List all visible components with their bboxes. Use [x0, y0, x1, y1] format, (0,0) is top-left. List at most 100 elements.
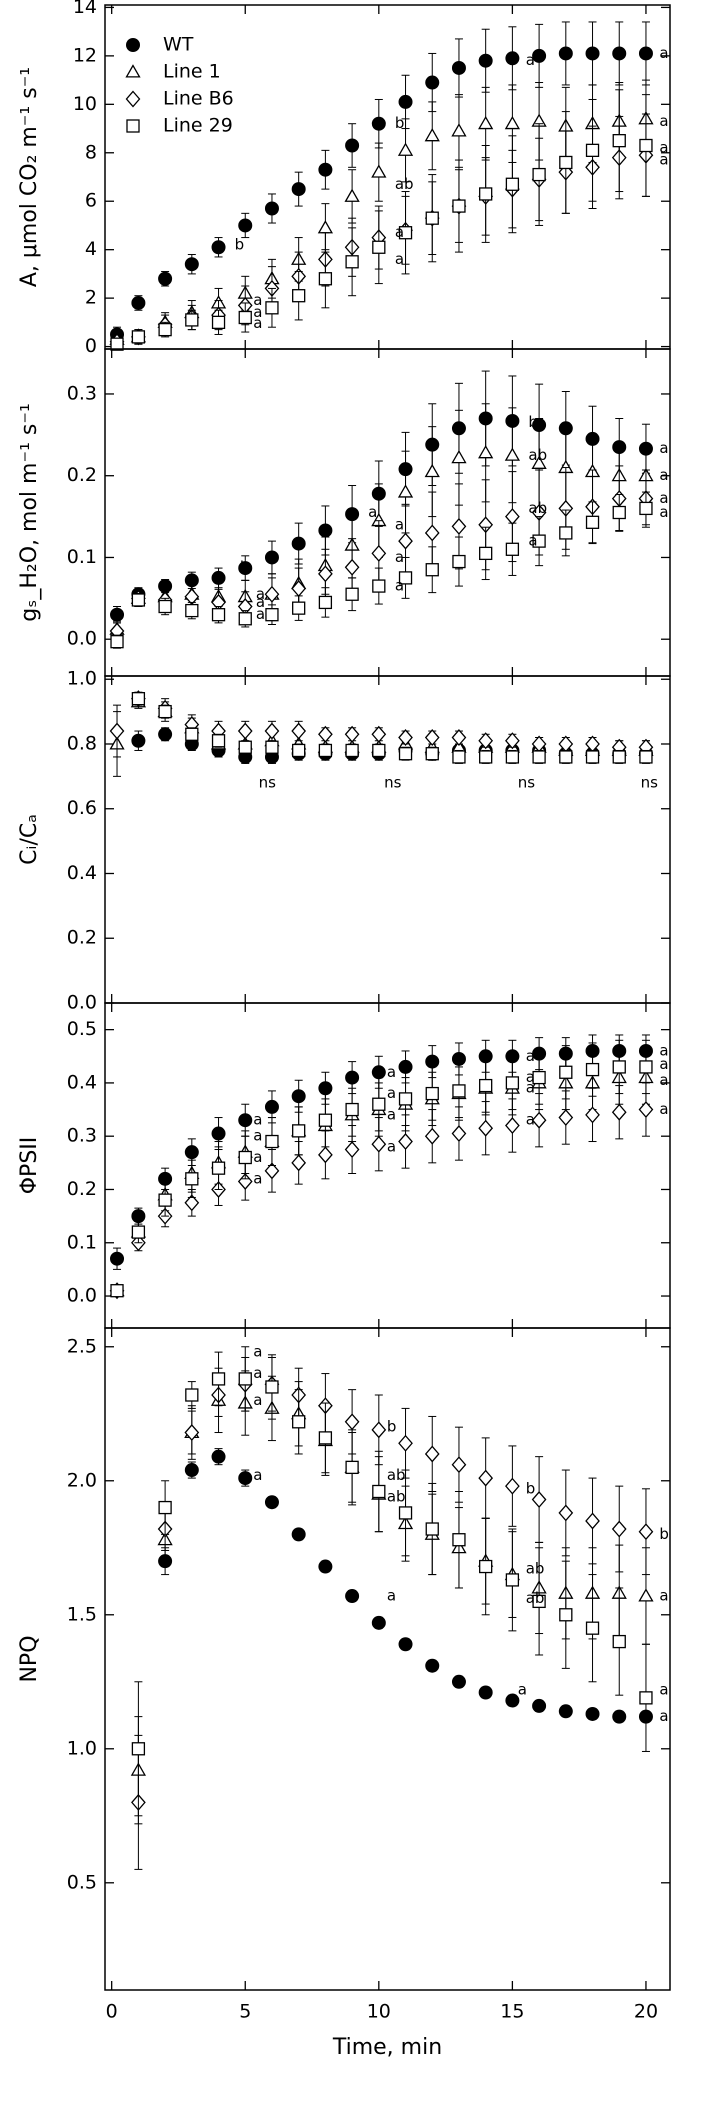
- annotation: a: [659, 1071, 668, 1089]
- marker: [505, 732, 520, 750]
- y-tick-label: 1.0: [67, 668, 97, 690]
- marker: [292, 1415, 306, 1429]
- marker: [372, 1097, 386, 1111]
- y-tick-label: 0.0: [67, 1285, 97, 1307]
- marker: [264, 1495, 279, 1510]
- marker: [638, 1523, 654, 1541]
- y-tick-label: 0.2: [67, 464, 97, 486]
- y-tick-label: 0.8: [67, 732, 97, 754]
- marker: [531, 1491, 547, 1509]
- annotation: ns: [384, 773, 402, 791]
- y-axis-label: gₛ_H₂O, mol m⁻¹ s⁻¹: [17, 403, 42, 622]
- marker: [639, 1060, 653, 1074]
- marker: [185, 603, 199, 618]
- marker: [158, 271, 173, 286]
- y-tick-label: 2.0: [67, 1469, 97, 1491]
- legend-marker: [126, 119, 140, 133]
- marker: [398, 226, 413, 240]
- marker: [505, 750, 520, 764]
- annotation: b: [395, 114, 405, 132]
- marker: [451, 1674, 466, 1689]
- legend-label: WT: [163, 34, 194, 56]
- marker: [292, 289, 306, 303]
- marker: [238, 310, 252, 325]
- annotation: ab: [387, 1466, 406, 1484]
- marker: [265, 1134, 279, 1149]
- y-tick-label: 0.2: [67, 927, 97, 949]
- annotation: a: [256, 593, 265, 611]
- marker: [371, 1135, 387, 1153]
- marker: [318, 565, 333, 583]
- marker: [398, 1059, 413, 1074]
- marker: [505, 177, 520, 191]
- marker: [345, 255, 359, 269]
- marker: [397, 484, 414, 498]
- annotation: a: [395, 250, 404, 268]
- marker: [425, 563, 439, 577]
- marker: [558, 1109, 574, 1127]
- marker: [110, 607, 125, 622]
- marker: [345, 1102, 359, 1117]
- marker: [478, 115, 494, 130]
- annotation: b: [528, 413, 538, 431]
- annotation: a: [395, 515, 404, 533]
- annotation: a: [256, 605, 265, 623]
- marker: [184, 1463, 199, 1478]
- annotation: a: [659, 1587, 668, 1605]
- marker: [211, 608, 226, 622]
- marker: [425, 1054, 440, 1069]
- marker: [559, 750, 573, 764]
- marker: [372, 1484, 386, 1499]
- marker: [397, 142, 414, 156]
- marker: [344, 1413, 360, 1431]
- marker: [110, 337, 124, 351]
- marker: [585, 143, 600, 158]
- marker: [478, 732, 494, 750]
- y-axis-label: Cᵢ/Cₐ: [17, 814, 42, 865]
- marker: [318, 743, 333, 758]
- marker: [425, 75, 440, 90]
- annotation: a: [395, 223, 404, 241]
- marker: [265, 608, 279, 622]
- marker: [611, 1520, 627, 1538]
- annotation: b: [659, 1525, 669, 1543]
- marker: [110, 1251, 125, 1266]
- marker: [505, 1076, 520, 1090]
- marker: [345, 587, 359, 601]
- annotation: a: [253, 1391, 262, 1409]
- marker: [532, 1594, 546, 1609]
- marker: [265, 1380, 279, 1394]
- legend-marker: [125, 64, 141, 78]
- annotation: ns: [259, 773, 277, 791]
- x-tick-label: 5: [239, 2001, 251, 2023]
- annotation: a: [387, 1063, 396, 1081]
- annotation: a: [659, 44, 668, 62]
- marker: [559, 526, 573, 540]
- marker: [398, 1092, 413, 1106]
- marker: [504, 447, 521, 461]
- marker: [371, 164, 387, 178]
- marker: [345, 743, 359, 758]
- marker: [237, 1172, 253, 1190]
- annotation: a: [528, 532, 537, 550]
- marker: [451, 517, 467, 535]
- marker: [131, 1225, 146, 1239]
- marker: [264, 201, 279, 216]
- marker: [585, 750, 600, 764]
- marker: [264, 585, 280, 603]
- marker: [639, 138, 653, 153]
- marker: [559, 1065, 573, 1079]
- marker: [451, 123, 467, 137]
- marker: [424, 729, 440, 747]
- y-axis-label: ΦPSII: [17, 1137, 42, 1195]
- marker: [504, 115, 521, 130]
- marker: [238, 612, 252, 626]
- marker: [372, 240, 386, 254]
- annotation: a: [659, 151, 668, 169]
- marker: [264, 550, 279, 565]
- marker: [612, 1709, 627, 1724]
- marker: [585, 46, 600, 61]
- legend-label: Line B6: [163, 88, 234, 110]
- marker: [211, 240, 226, 255]
